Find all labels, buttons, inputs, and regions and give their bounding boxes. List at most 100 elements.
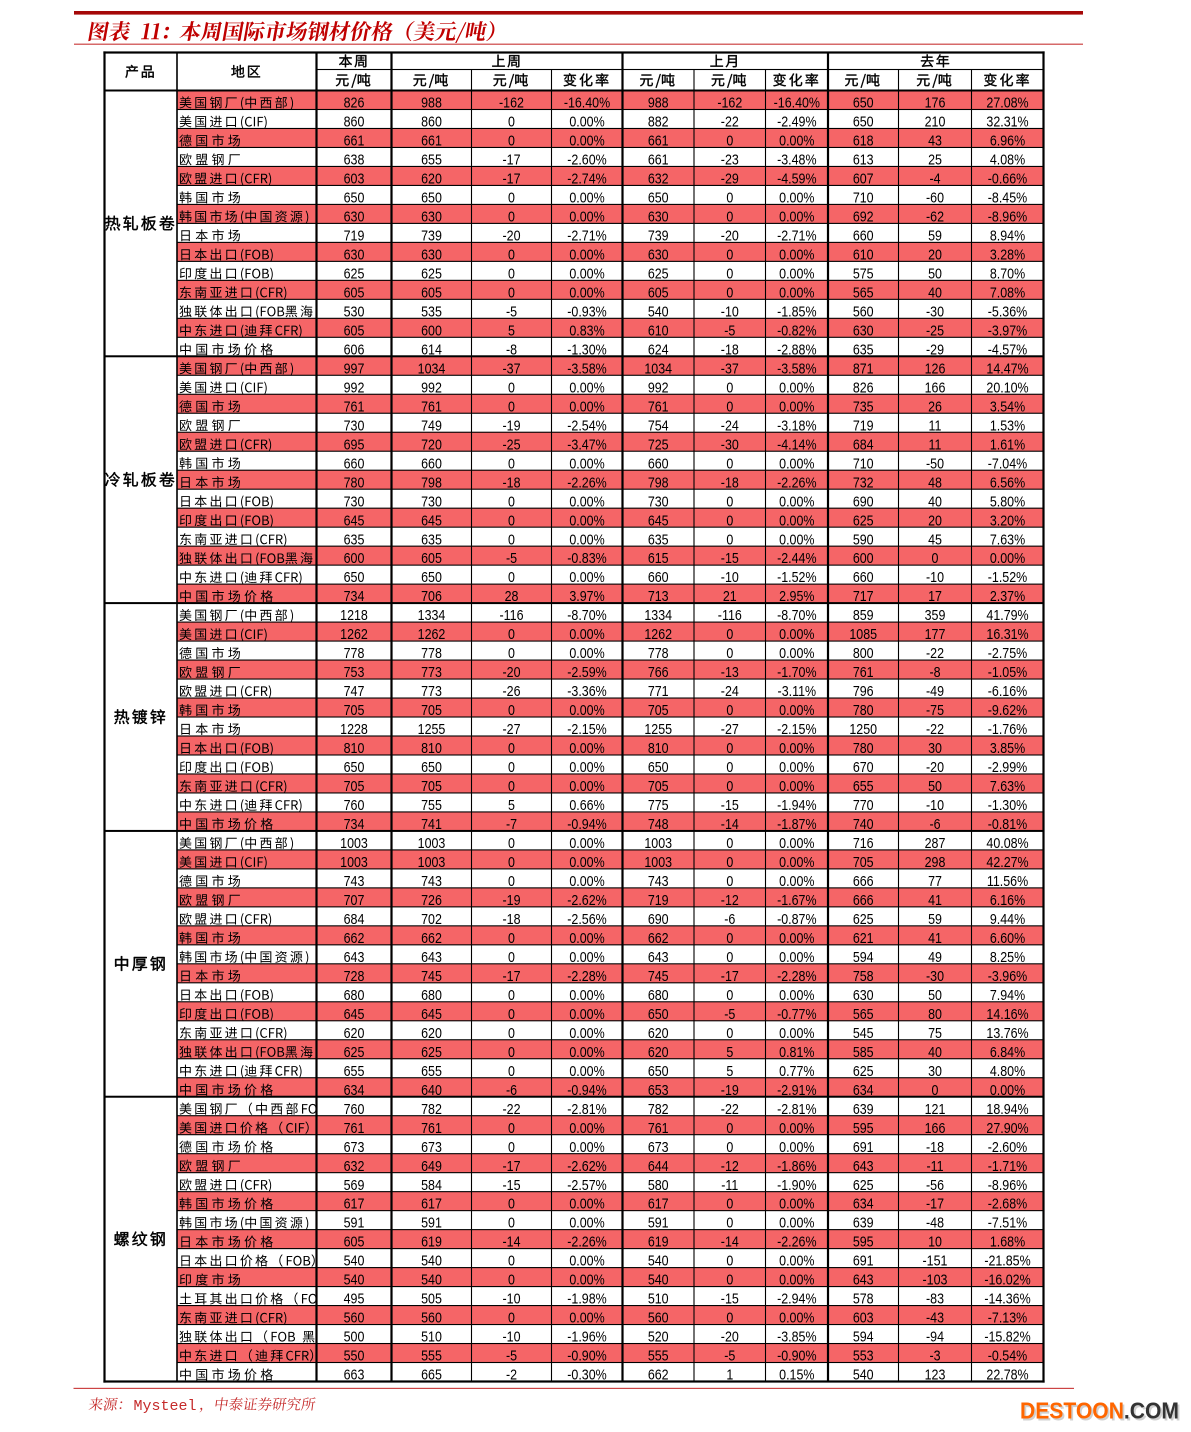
- svg-text:-1.30%: -1.30%: [567, 340, 606, 357]
- svg-text:-2.81%: -2.81%: [567, 1100, 606, 1117]
- svg-text:0.00%: 0.00%: [569, 1119, 604, 1136]
- svg-text:-4: -4: [929, 169, 940, 186]
- svg-text:690: 690: [853, 492, 874, 509]
- svg-text:0: 0: [508, 1194, 515, 1211]
- svg-text:-5: -5: [506, 1346, 517, 1363]
- svg-text:645: 645: [421, 1005, 442, 1022]
- svg-text:-0.94%: -0.94%: [567, 1081, 606, 1098]
- svg-text:540: 540: [648, 1270, 669, 1287]
- svg-text:0.00%: 0.00%: [569, 207, 604, 224]
- svg-text:0.00%: 0.00%: [779, 853, 814, 870]
- svg-text:761: 761: [853, 663, 874, 680]
- svg-text:-2.62%: -2.62%: [567, 891, 606, 908]
- svg-text:-5: -5: [724, 321, 735, 338]
- svg-text:540: 540: [648, 1251, 669, 1268]
- svg-text:-2.91%: -2.91%: [777, 1081, 816, 1098]
- svg-text:594: 594: [853, 1327, 874, 1344]
- svg-text:0.00%: 0.00%: [569, 644, 604, 661]
- svg-text:0.00%: 0.00%: [569, 1138, 604, 1155]
- svg-text:-3.36%: -3.36%: [567, 682, 606, 699]
- svg-text:635: 635: [344, 530, 365, 547]
- svg-text:0: 0: [508, 1251, 515, 1268]
- svg-text:632: 632: [648, 169, 669, 186]
- svg-text:0: 0: [726, 1213, 733, 1230]
- svg-text:0: 0: [508, 644, 515, 661]
- svg-text:-14: -14: [503, 1232, 521, 1249]
- svg-text:645: 645: [421, 511, 442, 528]
- svg-text:630: 630: [344, 207, 365, 224]
- svg-text:0: 0: [726, 834, 733, 851]
- svg-text:643: 643: [853, 1270, 874, 1287]
- svg-text:-16.40%: -16.40%: [564, 93, 610, 110]
- svg-text:-2.62%: -2.62%: [567, 1157, 606, 1174]
- svg-text:0.00%: 0.00%: [779, 1024, 814, 1041]
- svg-text:540: 540: [648, 302, 669, 319]
- svg-text:40: 40: [928, 283, 942, 300]
- svg-text:-0.66%: -0.66%: [988, 169, 1027, 186]
- svg-text:-22: -22: [926, 720, 944, 737]
- svg-text:-2.81%: -2.81%: [777, 1100, 816, 1117]
- svg-text:-22: -22: [503, 1100, 521, 1117]
- svg-text:-2.54%: -2.54%: [567, 416, 606, 433]
- svg-text:-103: -103: [923, 1270, 948, 1287]
- svg-text:7.94%: 7.94%: [990, 986, 1025, 1003]
- svg-text:663: 663: [344, 1365, 365, 1382]
- svg-text:166: 166: [925, 1119, 946, 1136]
- svg-text:670: 670: [853, 758, 874, 775]
- svg-text:0: 0: [726, 929, 733, 946]
- svg-text:0.00%: 0.00%: [569, 245, 604, 262]
- svg-text:635: 635: [421, 530, 442, 547]
- svg-text:705: 705: [344, 777, 365, 794]
- svg-text:0.00%: 0.00%: [569, 1308, 604, 1325]
- svg-text:4.08%: 4.08%: [990, 150, 1025, 167]
- svg-text:620: 620: [648, 1024, 669, 1041]
- svg-text:0: 0: [508, 454, 515, 471]
- svg-text:780: 780: [344, 473, 365, 490]
- svg-text:0: 0: [726, 1308, 733, 1325]
- svg-text:705: 705: [421, 701, 442, 718]
- svg-text:177: 177: [925, 625, 946, 642]
- svg-text:643: 643: [344, 948, 365, 965]
- svg-text:747: 747: [344, 682, 365, 699]
- svg-text:591: 591: [344, 1213, 365, 1230]
- svg-text:0.00%: 0.00%: [569, 378, 604, 395]
- svg-text:-8: -8: [506, 340, 517, 357]
- svg-text:810: 810: [648, 739, 669, 756]
- svg-text:-1.30%: -1.30%: [988, 796, 1027, 813]
- svg-text:-4.57%: -4.57%: [988, 340, 1027, 357]
- svg-text:41: 41: [928, 891, 942, 908]
- svg-text:730: 730: [344, 416, 365, 433]
- svg-text:1.68%: 1.68%: [990, 1232, 1025, 1249]
- svg-text:625: 625: [344, 264, 365, 281]
- svg-text:0.00%: 0.00%: [779, 1213, 814, 1230]
- svg-text:28: 28: [505, 587, 519, 604]
- svg-text:0.00%: 0.00%: [569, 625, 604, 642]
- svg-text:0.00%: 0.00%: [990, 1081, 1025, 1098]
- svg-text:-2.88%: -2.88%: [777, 340, 816, 357]
- svg-text:0: 0: [726, 378, 733, 395]
- svg-text:650: 650: [648, 188, 669, 205]
- svg-text:755: 755: [421, 796, 442, 813]
- svg-text:0: 0: [508, 378, 515, 395]
- svg-text:0: 0: [726, 397, 733, 414]
- svg-text:41: 41: [928, 929, 942, 946]
- svg-text:-6: -6: [929, 815, 940, 832]
- svg-text:8.25%: 8.25%: [990, 948, 1025, 965]
- svg-text:495: 495: [344, 1289, 365, 1306]
- svg-text:761: 761: [648, 1119, 669, 1136]
- svg-text:11: 11: [929, 435, 942, 452]
- svg-text:620: 620: [648, 1043, 669, 1060]
- svg-text:662: 662: [648, 929, 669, 946]
- svg-text:643: 643: [853, 1157, 874, 1174]
- svg-text:0: 0: [508, 1270, 515, 1287]
- svg-text:655: 655: [421, 150, 442, 167]
- svg-text:0.00%: 0.00%: [569, 701, 604, 718]
- svg-text:9.44%: 9.44%: [990, 910, 1025, 927]
- svg-text:80: 80: [928, 1005, 942, 1022]
- svg-text:630: 630: [853, 321, 874, 338]
- svg-text:50: 50: [928, 264, 942, 281]
- svg-text:0.00%: 0.00%: [779, 644, 814, 661]
- svg-text:739: 739: [648, 226, 669, 243]
- svg-text:0.00%: 0.00%: [779, 188, 814, 205]
- svg-text:1218: 1218: [340, 606, 368, 623]
